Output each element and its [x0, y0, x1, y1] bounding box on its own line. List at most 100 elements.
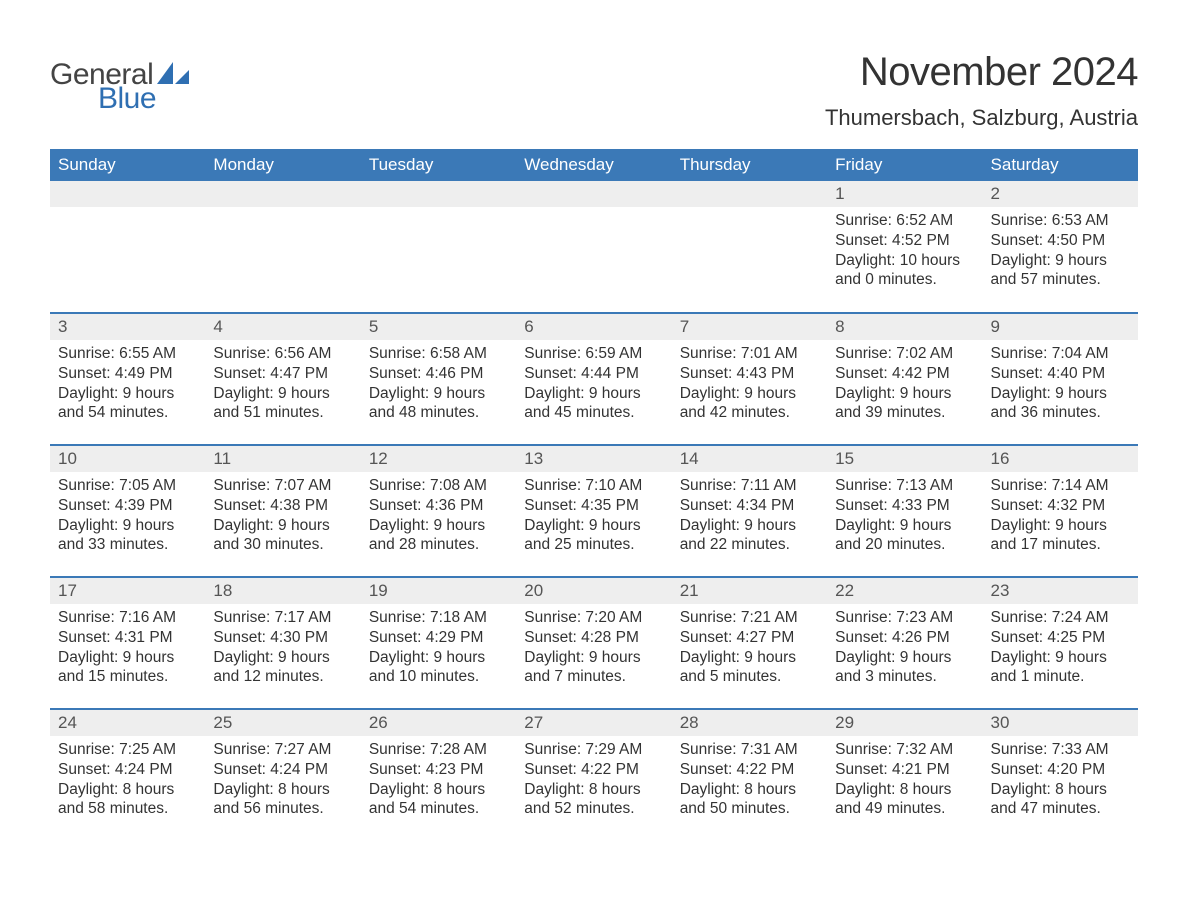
sunrise-text: Sunrise: 6:56 AM [213, 344, 352, 364]
daylight-text: Daylight: 9 hours and 12 minutes. [213, 648, 352, 688]
sunset-text: Sunset: 4:25 PM [991, 628, 1130, 648]
day-body: Sunrise: 6:53 AMSunset: 4:50 PMDaylight:… [983, 207, 1138, 298]
weekday-header: Wednesday [516, 149, 671, 181]
sunrise-text: Sunrise: 7:11 AM [680, 476, 819, 496]
calendar-page: General Blue November 2024 Thumersbach, … [0, 0, 1188, 881]
sunset-text: Sunset: 4:23 PM [369, 760, 508, 780]
weekday-header: Sunday [50, 149, 205, 181]
daylight-text: Daylight: 8 hours and 50 minutes. [680, 780, 819, 820]
weekday-header: Saturday [983, 149, 1138, 181]
day-body: Sunrise: 6:59 AMSunset: 4:44 PMDaylight:… [516, 340, 671, 431]
sunset-text: Sunset: 4:50 PM [991, 231, 1130, 251]
sunrise-text: Sunrise: 7:18 AM [369, 608, 508, 628]
day-cell: 16Sunrise: 7:14 AMSunset: 4:32 PMDayligh… [983, 445, 1138, 577]
day-cell: 5Sunrise: 6:58 AMSunset: 4:46 PMDaylight… [361, 313, 516, 445]
daylight-text: Daylight: 9 hours and 3 minutes. [835, 648, 974, 688]
day-number: 30 [983, 710, 1138, 736]
sunrise-text: Sunrise: 6:55 AM [58, 344, 197, 364]
sunset-text: Sunset: 4:40 PM [991, 364, 1130, 384]
weekday-header: Tuesday [361, 149, 516, 181]
day-body: Sunrise: 7:27 AMSunset: 4:24 PMDaylight:… [205, 736, 360, 827]
daylight-text: Daylight: 9 hours and 30 minutes. [213, 516, 352, 556]
sunrise-text: Sunrise: 7:02 AM [835, 344, 974, 364]
day-number: 13 [516, 446, 671, 472]
day-cell: 19Sunrise: 7:18 AMSunset: 4:29 PMDayligh… [361, 577, 516, 709]
day-body: Sunrise: 7:16 AMSunset: 4:31 PMDaylight:… [50, 604, 205, 695]
sunrise-text: Sunrise: 6:59 AM [524, 344, 663, 364]
day-cell [50, 181, 205, 313]
day-cell: 7Sunrise: 7:01 AMSunset: 4:43 PMDaylight… [672, 313, 827, 445]
day-number: 7 [672, 314, 827, 340]
sunset-text: Sunset: 4:22 PM [524, 760, 663, 780]
sunrise-text: Sunrise: 6:53 AM [991, 211, 1130, 231]
day-cell: 11Sunrise: 7:07 AMSunset: 4:38 PMDayligh… [205, 445, 360, 577]
sunset-text: Sunset: 4:39 PM [58, 496, 197, 516]
day-body: Sunrise: 7:05 AMSunset: 4:39 PMDaylight:… [50, 472, 205, 563]
day-number: 9 [983, 314, 1138, 340]
sunrise-text: Sunrise: 7:17 AM [213, 608, 352, 628]
daylight-text: Daylight: 9 hours and 17 minutes. [991, 516, 1130, 556]
day-number: 1 [827, 181, 982, 207]
day-number: 28 [672, 710, 827, 736]
sunrise-text: Sunrise: 7:27 AM [213, 740, 352, 760]
day-body: Sunrise: 7:23 AMSunset: 4:26 PMDaylight:… [827, 604, 982, 695]
sunset-text: Sunset: 4:21 PM [835, 760, 974, 780]
sunset-text: Sunset: 4:52 PM [835, 231, 974, 251]
daylight-text: Daylight: 9 hours and 48 minutes. [369, 384, 508, 424]
day-number [361, 181, 516, 207]
sunrise-text: Sunrise: 7:07 AM [213, 476, 352, 496]
week-row: 10Sunrise: 7:05 AMSunset: 4:39 PMDayligh… [50, 445, 1138, 577]
day-cell: 17Sunrise: 7:16 AMSunset: 4:31 PMDayligh… [50, 577, 205, 709]
day-body: Sunrise: 6:58 AMSunset: 4:46 PMDaylight:… [361, 340, 516, 431]
daylight-text: Daylight: 9 hours and 10 minutes. [369, 648, 508, 688]
day-number: 4 [205, 314, 360, 340]
day-cell: 18Sunrise: 7:17 AMSunset: 4:30 PMDayligh… [205, 577, 360, 709]
day-cell: 13Sunrise: 7:10 AMSunset: 4:35 PMDayligh… [516, 445, 671, 577]
day-body: Sunrise: 7:13 AMSunset: 4:33 PMDaylight:… [827, 472, 982, 563]
sunset-text: Sunset: 4:24 PM [58, 760, 197, 780]
daylight-text: Daylight: 9 hours and 45 minutes. [524, 384, 663, 424]
sunset-text: Sunset: 4:49 PM [58, 364, 197, 384]
day-number: 14 [672, 446, 827, 472]
day-number: 27 [516, 710, 671, 736]
sunrise-text: Sunrise: 7:13 AM [835, 476, 974, 496]
daylight-text: Daylight: 9 hours and 7 minutes. [524, 648, 663, 688]
weekday-header: Friday [827, 149, 982, 181]
daylight-text: Daylight: 9 hours and 28 minutes. [369, 516, 508, 556]
sunset-text: Sunset: 4:22 PM [680, 760, 819, 780]
month-title: November 2024 [825, 50, 1138, 95]
sunset-text: Sunset: 4:44 PM [524, 364, 663, 384]
location-subtitle: Thumersbach, Salzburg, Austria [825, 105, 1138, 131]
daylight-text: Daylight: 10 hours and 0 minutes. [835, 251, 974, 291]
day-body: Sunrise: 7:29 AMSunset: 4:22 PMDaylight:… [516, 736, 671, 827]
day-body: Sunrise: 7:21 AMSunset: 4:27 PMDaylight:… [672, 604, 827, 695]
sunset-text: Sunset: 4:47 PM [213, 364, 352, 384]
week-row: 3Sunrise: 6:55 AMSunset: 4:49 PMDaylight… [50, 313, 1138, 445]
sunrise-text: Sunrise: 7:21 AM [680, 608, 819, 628]
daylight-text: Daylight: 8 hours and 58 minutes. [58, 780, 197, 820]
weekday-header-row: Sunday Monday Tuesday Wednesday Thursday… [50, 149, 1138, 181]
sunrise-text: Sunrise: 7:10 AM [524, 476, 663, 496]
day-body: Sunrise: 7:32 AMSunset: 4:21 PMDaylight:… [827, 736, 982, 827]
sunset-text: Sunset: 4:34 PM [680, 496, 819, 516]
sunrise-text: Sunrise: 7:25 AM [58, 740, 197, 760]
sunset-text: Sunset: 4:36 PM [369, 496, 508, 516]
day-cell: 25Sunrise: 7:27 AMSunset: 4:24 PMDayligh… [205, 709, 360, 841]
daylight-text: Daylight: 9 hours and 20 minutes. [835, 516, 974, 556]
sunrise-text: Sunrise: 7:31 AM [680, 740, 819, 760]
day-cell: 26Sunrise: 7:28 AMSunset: 4:23 PMDayligh… [361, 709, 516, 841]
day-cell [205, 181, 360, 313]
day-body: Sunrise: 6:56 AMSunset: 4:47 PMDaylight:… [205, 340, 360, 431]
week-row: 1Sunrise: 6:52 AMSunset: 4:52 PMDaylight… [50, 181, 1138, 313]
sunrise-text: Sunrise: 7:23 AM [835, 608, 974, 628]
sunset-text: Sunset: 4:27 PM [680, 628, 819, 648]
daylight-text: Daylight: 8 hours and 56 minutes. [213, 780, 352, 820]
daylight-text: Daylight: 9 hours and 57 minutes. [991, 251, 1130, 291]
day-body: Sunrise: 7:04 AMSunset: 4:40 PMDaylight:… [983, 340, 1138, 431]
day-body: Sunrise: 7:10 AMSunset: 4:35 PMDaylight:… [516, 472, 671, 563]
day-cell: 21Sunrise: 7:21 AMSunset: 4:27 PMDayligh… [672, 577, 827, 709]
day-number: 19 [361, 578, 516, 604]
day-body: Sunrise: 7:01 AMSunset: 4:43 PMDaylight:… [672, 340, 827, 431]
day-cell: 22Sunrise: 7:23 AMSunset: 4:26 PMDayligh… [827, 577, 982, 709]
daylight-text: Daylight: 9 hours and 5 minutes. [680, 648, 819, 688]
